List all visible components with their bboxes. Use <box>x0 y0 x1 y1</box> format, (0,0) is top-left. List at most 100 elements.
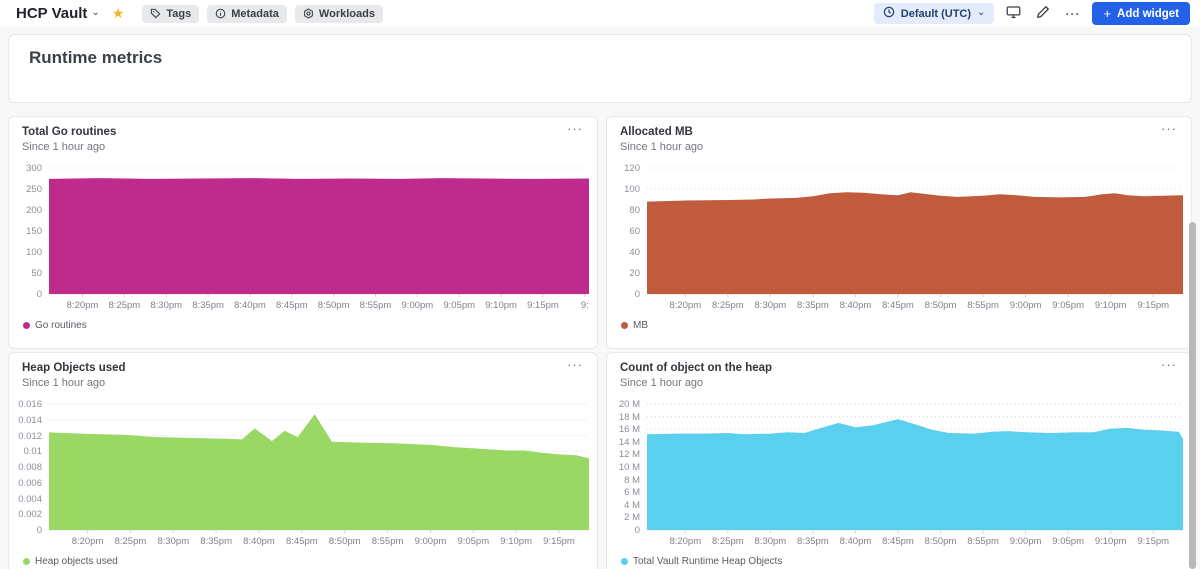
x-axis-tick: 8:50pm <box>317 300 350 311</box>
y-axis-tick: 14 M <box>618 436 640 448</box>
x-axis-tick: 8:45pm <box>286 536 318 547</box>
more-options-button[interactable]: ··· <box>1062 5 1083 23</box>
area-chart <box>647 167 1183 297</box>
x-axis-tick: 9:10pm <box>485 300 517 311</box>
tags-button[interactable]: Tags <box>142 4 200 23</box>
top-bar-actions: Default (UTC) ⌄ ··· + <box>873 2 1190 25</box>
y-axis-tick: 0 <box>634 525 640 536</box>
x-axis-tick: 8:20pm <box>669 536 702 547</box>
chart-card-heap-objects-used: Heap Objects used Since 1 hour ago ··· H… <box>8 352 598 569</box>
y-axis-tick: 0.01 <box>23 446 43 458</box>
monitor-icon <box>1006 5 1021 22</box>
x-axis-tick: 9:15pm <box>1137 300 1170 311</box>
y-axis-tick: 100 <box>26 247 42 258</box>
x-axis-tick: 8:55pm <box>371 536 404 547</box>
x-axis-tick: 9: <box>580 300 589 311</box>
y-axis-tick: 0.004 <box>18 493 42 505</box>
x-axis-tick: 8:30pm <box>157 536 190 547</box>
legend-dot <box>621 558 628 565</box>
x-axis-tick: 8:35pm <box>797 300 829 311</box>
y-axis-tick: 100 <box>624 184 640 195</box>
workloads-icon <box>303 8 314 19</box>
x-axis-tick: 9:00pm <box>401 300 434 311</box>
x-axis-tick: 9:10pm <box>1094 536 1127 547</box>
x-axis-tick: 9:05pm <box>443 300 476 311</box>
card-menu-button[interactable]: ··· <box>1161 357 1177 372</box>
legend-label: Go routines <box>35 320 87 331</box>
add-widget-button[interactable]: + Add widget <box>1092 2 1190 25</box>
x-axis-tick: 8:55pm <box>967 536 999 547</box>
page-scrollbar[interactable] <box>1189 222 1196 569</box>
x-axis-tick: 9:00pm <box>1009 300 1042 311</box>
x-axis-tick: 9:00pm <box>414 536 447 547</box>
timezone-selector[interactable]: Default (UTC) ⌄ <box>873 3 995 24</box>
y-axis-tick: 20 M <box>618 399 640 410</box>
y-axis-tick: 150 <box>26 226 42 237</box>
x-axis-tick: 8:55pm <box>967 300 999 311</box>
x-axis-tick: 8:50pm <box>924 536 957 547</box>
y-axis-tick: 12 M <box>618 449 640 461</box>
chart-subtitle: Since 1 hour ago <box>22 141 106 153</box>
chevron-down-icon: ⌄ <box>91 7 100 18</box>
y-axis-tick: 200 <box>26 205 42 216</box>
card-menu-button[interactable]: ··· <box>567 357 583 372</box>
chart-title: Total Go routines <box>22 126 117 138</box>
legend-dot <box>621 322 628 329</box>
x-axis-tick: 8:25pm <box>114 536 147 547</box>
metadata-button[interactable]: Metadata <box>207 4 287 23</box>
area-chart <box>49 403 589 533</box>
edit-dashboard-button[interactable] <box>1033 3 1053 24</box>
x-axis-tick: 8:30pm <box>754 536 787 547</box>
y-axis-tick: 8 M <box>624 474 640 486</box>
x-axis-tick: 9:05pm <box>1052 300 1084 311</box>
legend-label: MB <box>633 320 648 331</box>
card-menu-button[interactable]: ··· <box>567 121 583 136</box>
chart-title: Heap Objects used <box>22 362 126 374</box>
workloads-label: Workloads <box>318 7 375 20</box>
y-axis-tick: 10 M <box>618 462 640 473</box>
chart-subtitle: Since 1 hour ago <box>22 377 106 389</box>
x-axis-tick: 8:50pm <box>924 300 957 311</box>
x-axis-tick: 8:40pm <box>839 300 872 311</box>
legend-dot <box>23 322 30 329</box>
favorite-star-icon[interactable]: ★ <box>111 5 125 21</box>
x-axis-tick: 9:05pm <box>457 536 490 547</box>
y-axis-tick: 0 <box>634 289 640 300</box>
y-axis-tick: 18 M <box>618 411 640 423</box>
y-axis-tick: 300 <box>26 163 42 174</box>
legend-label: Total Vault Runtime Heap Objects <box>633 556 783 567</box>
x-axis-tick: 8:40pm <box>243 536 275 547</box>
y-axis-tick: 6 M <box>624 487 640 499</box>
x-axis-tick: 9:15pm <box>1137 536 1170 547</box>
x-axis-tick: 8:40pm <box>839 536 872 547</box>
x-axis-tick: 8:35pm <box>200 536 232 547</box>
legend-dot <box>23 558 30 565</box>
timezone-label: Default (UTC) <box>900 7 972 20</box>
chart-legend: Total Vault Runtime Heap Objects <box>621 556 782 567</box>
chart-legend: Go routines <box>23 320 87 331</box>
x-axis-tick: 9:05pm <box>1052 536 1084 547</box>
card-menu-button[interactable]: ··· <box>1161 121 1177 136</box>
plus-icon: + <box>1103 6 1112 21</box>
chart-card-allocated-mb: Allocated MB Since 1 hour ago ··· MB 120… <box>606 116 1192 349</box>
clock-icon <box>883 6 895 21</box>
y-axis-tick: 0.002 <box>18 509 42 521</box>
chart-title: Count of object on the heap <box>620 362 773 374</box>
y-axis-tick: 40 <box>629 247 640 258</box>
x-axis-tick: 9:00pm <box>1009 536 1042 547</box>
x-axis-tick: 8:45pm <box>275 300 308 311</box>
x-axis-tick: 9:15pm <box>543 536 575 547</box>
x-axis-tick: 8:25pm <box>711 300 744 311</box>
display-mode-button[interactable] <box>1003 3 1024 24</box>
chart-subtitle: Since 1 hour ago <box>620 141 704 153</box>
app-title-dropdown[interactable]: HCP Vault ⌄ <box>16 5 100 22</box>
section-header-card: Runtime metrics <box>8 34 1192 103</box>
x-axis-tick: 8:35pm <box>192 300 224 311</box>
x-axis-tick: 8:55pm <box>359 300 392 311</box>
x-axis-tick: 8:35pm <box>797 536 829 547</box>
workloads-button[interactable]: Workloads <box>294 4 383 23</box>
x-axis-tick: 8:20pm <box>66 300 99 311</box>
chart-subtitle: Since 1 hour ago <box>620 377 704 389</box>
y-axis-tick: 20 <box>629 268 640 279</box>
